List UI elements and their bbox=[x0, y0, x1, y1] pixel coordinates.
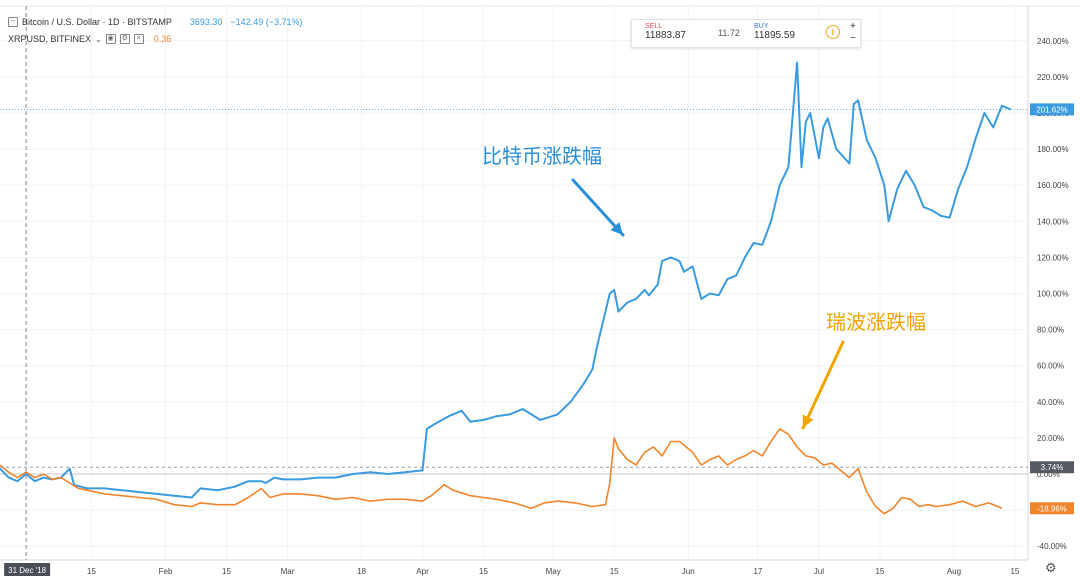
series-line-1 bbox=[0, 428, 1003, 515]
compare-value: 0.36 bbox=[153, 34, 172, 44]
crosshair-date-label: 31 Dec '18 bbox=[8, 566, 47, 575]
main-change: −142.49 (−3.71%) bbox=[230, 17, 303, 27]
eye-icon[interactable]: ◉ bbox=[105, 34, 116, 44]
spread-value: 11.72 bbox=[718, 28, 740, 38]
x-tick-label: Feb bbox=[159, 567, 173, 576]
sell-button[interactable]: SELL 11883.87 bbox=[645, 23, 686, 41]
reference-label-bg bbox=[1030, 461, 1074, 474]
btc-last-label-bg bbox=[1030, 103, 1074, 116]
y-tick-label: 80.00% bbox=[1037, 326, 1064, 335]
compare-series-legend[interactable]: XRPUSD, BITFINEX ⌄ ◉ ⚙ × 0.36 bbox=[8, 34, 171, 44]
sell-label: SELL bbox=[645, 23, 663, 30]
y-tick-label: 120.00% bbox=[1037, 253, 1069, 262]
trade-panel: SELL 11883.87 11.72 BUY 11895.59 i + − bbox=[631, 19, 861, 48]
x-tick-label: 18 bbox=[357, 567, 366, 576]
btc-last-label: 201.62% bbox=[1036, 105, 1068, 114]
y-tick-label: 0.00% bbox=[1037, 470, 1060, 479]
xrp-last-label: -18.96% bbox=[1037, 504, 1067, 513]
btc-annotation: 比特币涨跌幅 bbox=[482, 144, 602, 168]
x-tick-label: 15 bbox=[1010, 567, 1019, 576]
chevron-down-icon[interactable]: ⌄ bbox=[95, 34, 102, 44]
compare-symbol[interactable]: XRPUSD, BITFINEX bbox=[8, 34, 92, 44]
x-tick-label: Jun bbox=[682, 567, 695, 576]
buy-price: 11895.59 bbox=[754, 30, 795, 41]
x-tick-label: Mar bbox=[281, 567, 295, 576]
main-symbol[interactable]: Bitcoin / U.S. Dollar · 1D · BITSTAMP bbox=[22, 17, 172, 27]
x-tick-label: Aug bbox=[947, 567, 961, 576]
reference-label: 3.74% bbox=[1041, 463, 1064, 472]
plus-icon[interactable]: + bbox=[850, 21, 856, 32]
btc-arrow-head bbox=[610, 222, 623, 235]
crosshair-date-bg bbox=[4, 563, 51, 576]
x-tick-label: May bbox=[546, 567, 561, 576]
y-tick-label: 100.00% bbox=[1037, 290, 1069, 299]
y-tick-label: 20.00% bbox=[1037, 434, 1064, 443]
y-tick-label: 180.00% bbox=[1037, 145, 1069, 154]
y-tick-label: 240.00% bbox=[1037, 37, 1069, 46]
buy-button[interactable]: BUY 11895.59 bbox=[754, 23, 795, 41]
y-tick-label: 160.00% bbox=[1037, 181, 1069, 190]
x-tick-label: 15 bbox=[222, 567, 231, 576]
settings-small-icon[interactable]: ⚙ bbox=[119, 34, 130, 44]
buy-label: BUY bbox=[754, 23, 769, 30]
xrp-last-label-bg bbox=[1030, 502, 1074, 515]
y-tick-label: 40.00% bbox=[1037, 398, 1064, 407]
x-tick-label: Apr bbox=[416, 567, 429, 576]
close-icon[interactable]: × bbox=[133, 34, 144, 44]
xrp-arrow-head bbox=[802, 414, 814, 428]
x-tick-label: 17 bbox=[753, 567, 762, 576]
main-price: 3693.30 bbox=[189, 17, 223, 27]
x-tick-label: 15 bbox=[479, 567, 488, 576]
gear-icon[interactable]: ⚙ bbox=[1045, 560, 1057, 575]
x-tick-label: 15 bbox=[87, 567, 96, 576]
series-line-0 bbox=[0, 61, 1011, 499]
minus-icon[interactable]: − bbox=[850, 33, 856, 44]
info-icon[interactable]: i bbox=[826, 25, 840, 39]
x-tick-label: Jul bbox=[814, 567, 824, 576]
minus-square-icon[interactable]: − bbox=[8, 17, 18, 27]
xrp-arrow-shaft bbox=[801, 340, 845, 430]
y-tick-label: -40.00% bbox=[1037, 542, 1067, 551]
y-tick-label: 220.00% bbox=[1037, 73, 1069, 82]
btc-arrow-shaft bbox=[571, 178, 625, 237]
x-tick-label: 15 bbox=[610, 567, 619, 576]
sell-price: 11883.87 bbox=[645, 30, 686, 41]
main-series-legend[interactable]: − Bitcoin / U.S. Dollar · 1D · BITSTAMP … bbox=[8, 17, 302, 27]
y-tick-label: 60.00% bbox=[1037, 362, 1064, 371]
xrp-annotation: 瑞波涨跌幅 bbox=[826, 310, 926, 334]
y-tick-label: 140.00% bbox=[1037, 217, 1069, 226]
x-tick-label: 15 bbox=[875, 567, 884, 576]
